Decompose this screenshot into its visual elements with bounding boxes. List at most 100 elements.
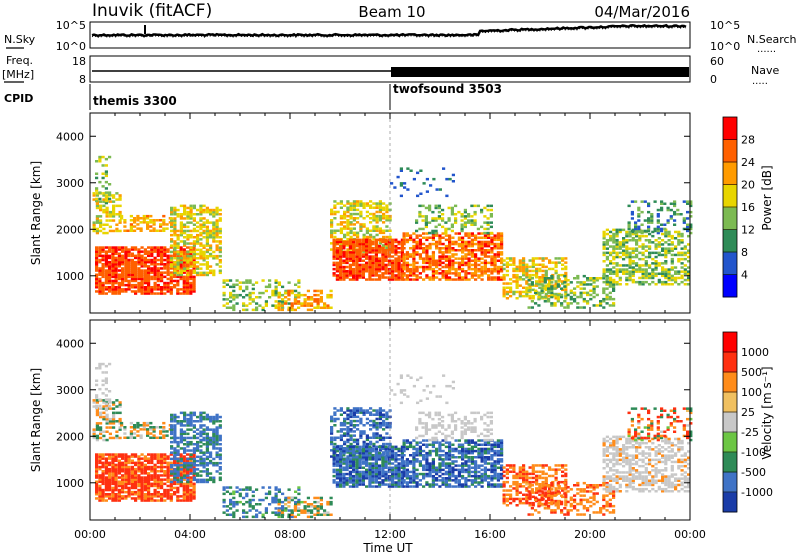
velocity-cell bbox=[153, 470, 157, 473]
power-cell bbox=[98, 180, 102, 184]
power-cell bbox=[186, 210, 190, 214]
power-cell bbox=[394, 261, 398, 265]
power-cell bbox=[457, 274, 461, 277]
velocity-cell bbox=[137, 470, 141, 473]
power-cell bbox=[605, 257, 609, 261]
velocity-cell bbox=[156, 478, 160, 481]
velocity-cell bbox=[297, 500, 301, 504]
power-cell bbox=[522, 265, 526, 269]
power-cell bbox=[463, 208, 467, 212]
power-cell bbox=[95, 263, 99, 266]
power-cell bbox=[186, 229, 190, 233]
power-cell bbox=[647, 229, 651, 233]
power-cell bbox=[156, 279, 160, 283]
power-cell bbox=[349, 206, 353, 209]
velocity-cell bbox=[101, 499, 105, 502]
power-cell bbox=[169, 246, 173, 249]
power-cell bbox=[615, 232, 619, 236]
velocity-cell bbox=[173, 478, 177, 482]
velocity-cell bbox=[182, 470, 186, 473]
power-cell bbox=[352, 242, 356, 246]
velocity-cell bbox=[189, 482, 193, 486]
velocity-cell bbox=[189, 436, 193, 440]
power-cell bbox=[374, 270, 378, 273]
power-cell bbox=[628, 276, 632, 280]
velocity-cell bbox=[152, 428, 156, 431]
velocity-cell bbox=[356, 440, 360, 444]
power-cell bbox=[186, 281, 190, 285]
power-cell bbox=[313, 293, 317, 297]
station-title: Inuvik (fitACF) bbox=[92, 1, 212, 21]
velocity-cell bbox=[306, 511, 310, 514]
velocity-cell bbox=[118, 403, 122, 406]
power-cell bbox=[114, 248, 118, 251]
power-cell bbox=[437, 223, 441, 226]
velocity-cell bbox=[95, 474, 99, 477]
power-cell bbox=[179, 265, 183, 268]
velocity-cell bbox=[218, 468, 222, 471]
power-cell bbox=[382, 202, 386, 205]
power-cell bbox=[169, 260, 173, 264]
velocity-cell bbox=[186, 457, 190, 461]
power-cell bbox=[677, 241, 681, 244]
power-cell bbox=[480, 208, 484, 212]
power-cell bbox=[669, 215, 673, 218]
power-cell bbox=[182, 250, 186, 253]
velocity-cell bbox=[205, 451, 209, 454]
power-cell bbox=[199, 206, 203, 210]
velocity-cell bbox=[232, 503, 236, 506]
power-cell bbox=[428, 208, 432, 212]
power-cell bbox=[437, 217, 441, 220]
power-cell bbox=[477, 257, 481, 260]
power-cell bbox=[473, 221, 477, 224]
power-cell bbox=[480, 236, 484, 239]
power-cell bbox=[444, 257, 448, 260]
velocity-cell bbox=[104, 478, 108, 481]
power-cell bbox=[512, 292, 516, 296]
velocity-cell bbox=[163, 457, 167, 460]
power-cell bbox=[441, 208, 445, 212]
power-cell bbox=[602, 260, 606, 263]
power-cell bbox=[205, 225, 209, 229]
power-cell bbox=[667, 276, 671, 280]
power-cell bbox=[277, 306, 281, 309]
power-cell bbox=[121, 250, 125, 253]
power-cell bbox=[609, 239, 613, 242]
power-cell bbox=[500, 276, 504, 279]
power-cell bbox=[654, 283, 658, 286]
power-cell bbox=[402, 278, 406, 281]
power-cell bbox=[225, 298, 229, 301]
power-cell bbox=[602, 247, 606, 250]
power-cell bbox=[153, 267, 157, 270]
velocity-cell bbox=[140, 484, 144, 488]
velocity-cell bbox=[293, 509, 297, 512]
velocity-cell bbox=[95, 426, 99, 429]
power-cell bbox=[349, 248, 353, 251]
power-cell bbox=[554, 269, 558, 273]
power-cell bbox=[686, 229, 690, 233]
velocity-cell bbox=[258, 498, 262, 502]
power-cell bbox=[303, 298, 307, 301]
power-cell bbox=[634, 223, 638, 226]
power-cell bbox=[150, 290, 154, 293]
velocity-cell bbox=[104, 461, 108, 465]
power-cell bbox=[502, 259, 506, 262]
power-cell bbox=[512, 290, 516, 294]
power-cell bbox=[186, 288, 190, 291]
velocity-cell bbox=[199, 440, 203, 444]
power-cell bbox=[635, 280, 639, 284]
power-cell bbox=[391, 251, 395, 254]
power-cell bbox=[450, 210, 454, 214]
velocity-cell bbox=[114, 486, 118, 490]
power-cell bbox=[118, 213, 122, 216]
power-cell bbox=[121, 273, 125, 276]
velocity-cell bbox=[121, 455, 125, 458]
velocity-cell bbox=[232, 511, 236, 514]
power-cell bbox=[205, 257, 209, 260]
velocity-cell bbox=[330, 438, 334, 442]
power-cell bbox=[534, 302, 538, 305]
power-cell bbox=[130, 258, 134, 262]
velocity-cell bbox=[271, 498, 275, 502]
power-cell bbox=[628, 257, 632, 261]
power-cell bbox=[556, 277, 560, 280]
